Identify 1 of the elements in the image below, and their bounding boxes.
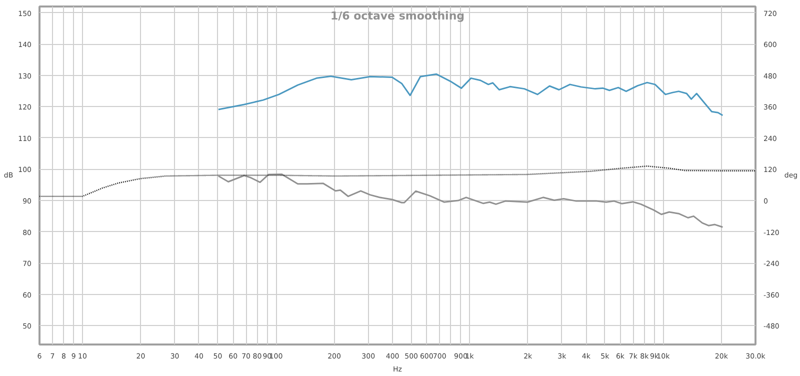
chart-title: 1/6 octave smoothing xyxy=(330,10,465,22)
